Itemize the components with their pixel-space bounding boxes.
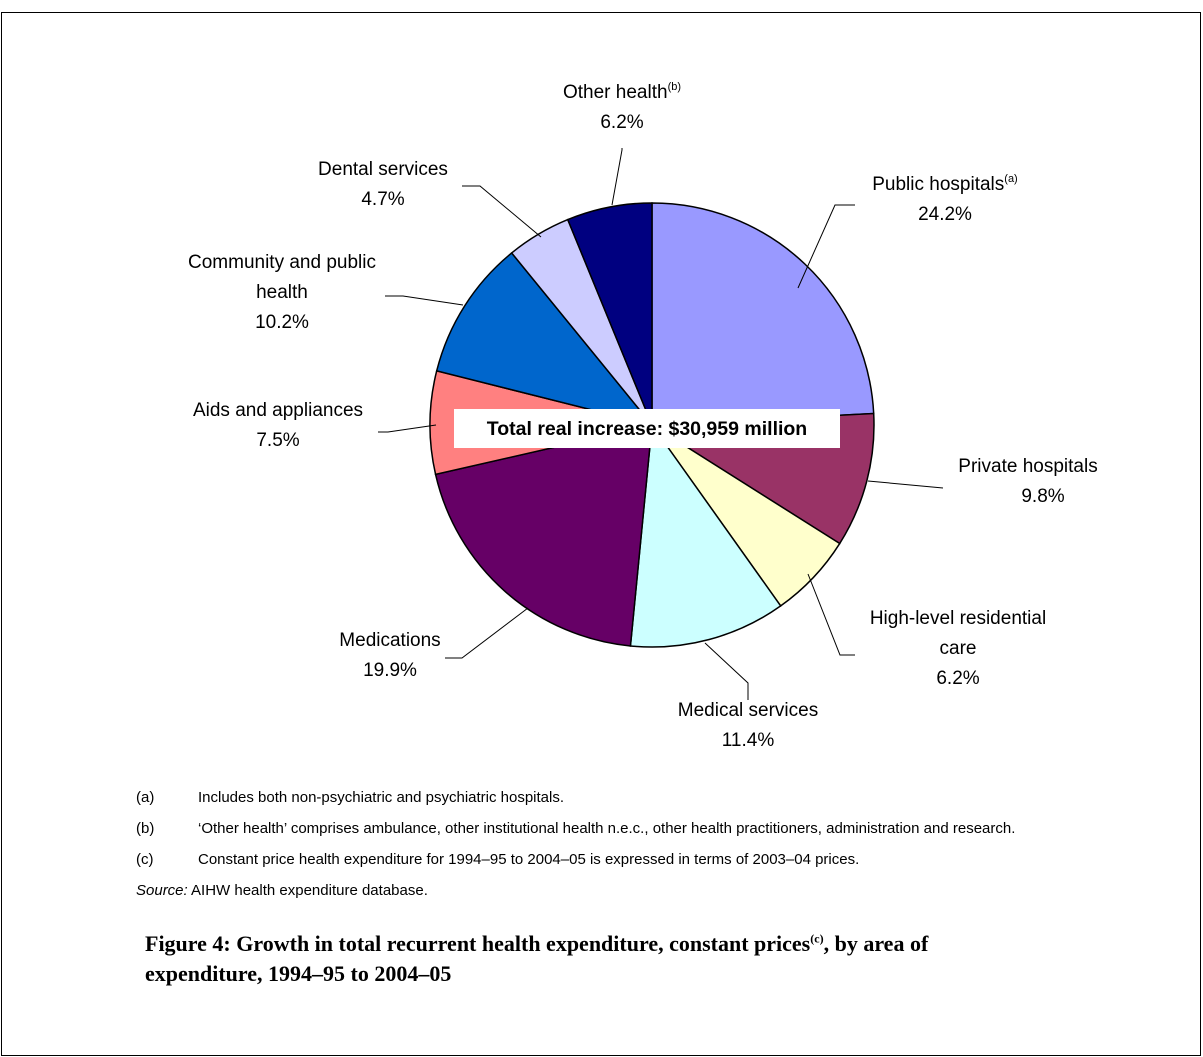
slice-medications bbox=[434, 424, 653, 647]
slice-public-hospitals bbox=[651, 202, 875, 426]
footnotes: (a) Includes both non-psychiatric and ps… bbox=[136, 788, 1136, 912]
footnote-b-text: ‘Other health’ comprises ambulance, othe… bbox=[198, 820, 1016, 837]
caption-part1: Figure 4: Growth in total recurrent heal… bbox=[145, 931, 811, 956]
value-high-level-residential-care: 6.2% bbox=[936, 668, 979, 689]
value-public-hospitals: 24.2% bbox=[918, 204, 972, 225]
footnote-c: (c) Constant price health expenditure fo… bbox=[136, 850, 1136, 869]
center-label: Total real increase: $30,959 million bbox=[487, 418, 807, 440]
label-medical-services: Medical services bbox=[678, 700, 818, 721]
source-label: Source: bbox=[136, 882, 188, 899]
leader-other-health bbox=[611, 148, 623, 206]
label-high-level-residential-care-line2: care bbox=[940, 638, 977, 659]
label-aids-and-appliances: Aids and appliances bbox=[193, 400, 363, 421]
footnote-c-tag: (c) bbox=[136, 851, 154, 868]
slice-community-and-public-health bbox=[435, 251, 655, 427]
label-community-and-public-health-line2: health bbox=[256, 282, 308, 303]
leader-medications bbox=[445, 607, 529, 659]
leader-community-and-public-health bbox=[385, 295, 464, 306]
source-note: Source: AIHW health expenditure database… bbox=[136, 881, 1136, 900]
label-dental-services: Dental services bbox=[318, 159, 448, 180]
value-private-hospitals: 9.8% bbox=[1021, 486, 1064, 507]
label-public-hospitals: Public hospitals(a) bbox=[872, 173, 1017, 195]
label-community-and-public-health-line1: Community and public bbox=[188, 252, 376, 273]
footnote-a: (a) Includes both non-psychiatric and ps… bbox=[136, 788, 1136, 807]
value-medical-services: 11.4% bbox=[722, 730, 775, 751]
figure-caption: Figure 4: Growth in total recurrent heal… bbox=[145, 929, 1045, 989]
value-other-health: 6.2% bbox=[600, 112, 643, 133]
center-label-box bbox=[454, 409, 840, 448]
label-private-hospitals: Private hospitals bbox=[958, 456, 1097, 477]
label-medications: Medications bbox=[339, 630, 440, 651]
leader-aids-and-appliances bbox=[378, 424, 437, 433]
slice-labels: Public hospitals(a) 24.2% Private hospital… bbox=[188, 81, 1098, 751]
leader-public-hospitals bbox=[797, 204, 855, 289]
footnote-b: (b) ‘Other health’ comprises ambulance, … bbox=[136, 819, 1136, 838]
footnote-c-text: Constant price health expenditure for 19… bbox=[198, 851, 860, 868]
source-text: AIHW health expenditure database. bbox=[187, 882, 428, 899]
value-medications: 19.9% bbox=[363, 660, 417, 681]
value-aids-and-appliances: 7.5% bbox=[256, 430, 299, 451]
figure-frame bbox=[1, 12, 1201, 1056]
label-high-level-residential-care-line1: High-level residential bbox=[870, 608, 1046, 629]
label-other-health: Other health(b) bbox=[563, 81, 681, 103]
leader-dental-services bbox=[462, 185, 542, 238]
footnote-a-tag: (a) bbox=[136, 789, 155, 806]
leader-private-hospitals bbox=[867, 480, 944, 489]
leader-lines bbox=[378, 148, 944, 700]
slice-medical-services bbox=[629, 422, 782, 648]
leader-medical-services bbox=[704, 642, 749, 700]
caption-sup: (c) bbox=[810, 931, 824, 946]
footnote-b-tag: (b) bbox=[136, 820, 155, 837]
caption-part2: , by area of expenditure, 1994–95 to 200… bbox=[145, 931, 929, 986]
value-community-and-public-health: 10.2% bbox=[255, 312, 309, 333]
footnote-a-text: Includes both non-psychiatric and psychi… bbox=[198, 789, 565, 806]
value-dental-services: 4.7% bbox=[361, 189, 404, 210]
slice-other-health bbox=[566, 202, 653, 426]
leader-high-level-residential-care bbox=[807, 573, 855, 656]
